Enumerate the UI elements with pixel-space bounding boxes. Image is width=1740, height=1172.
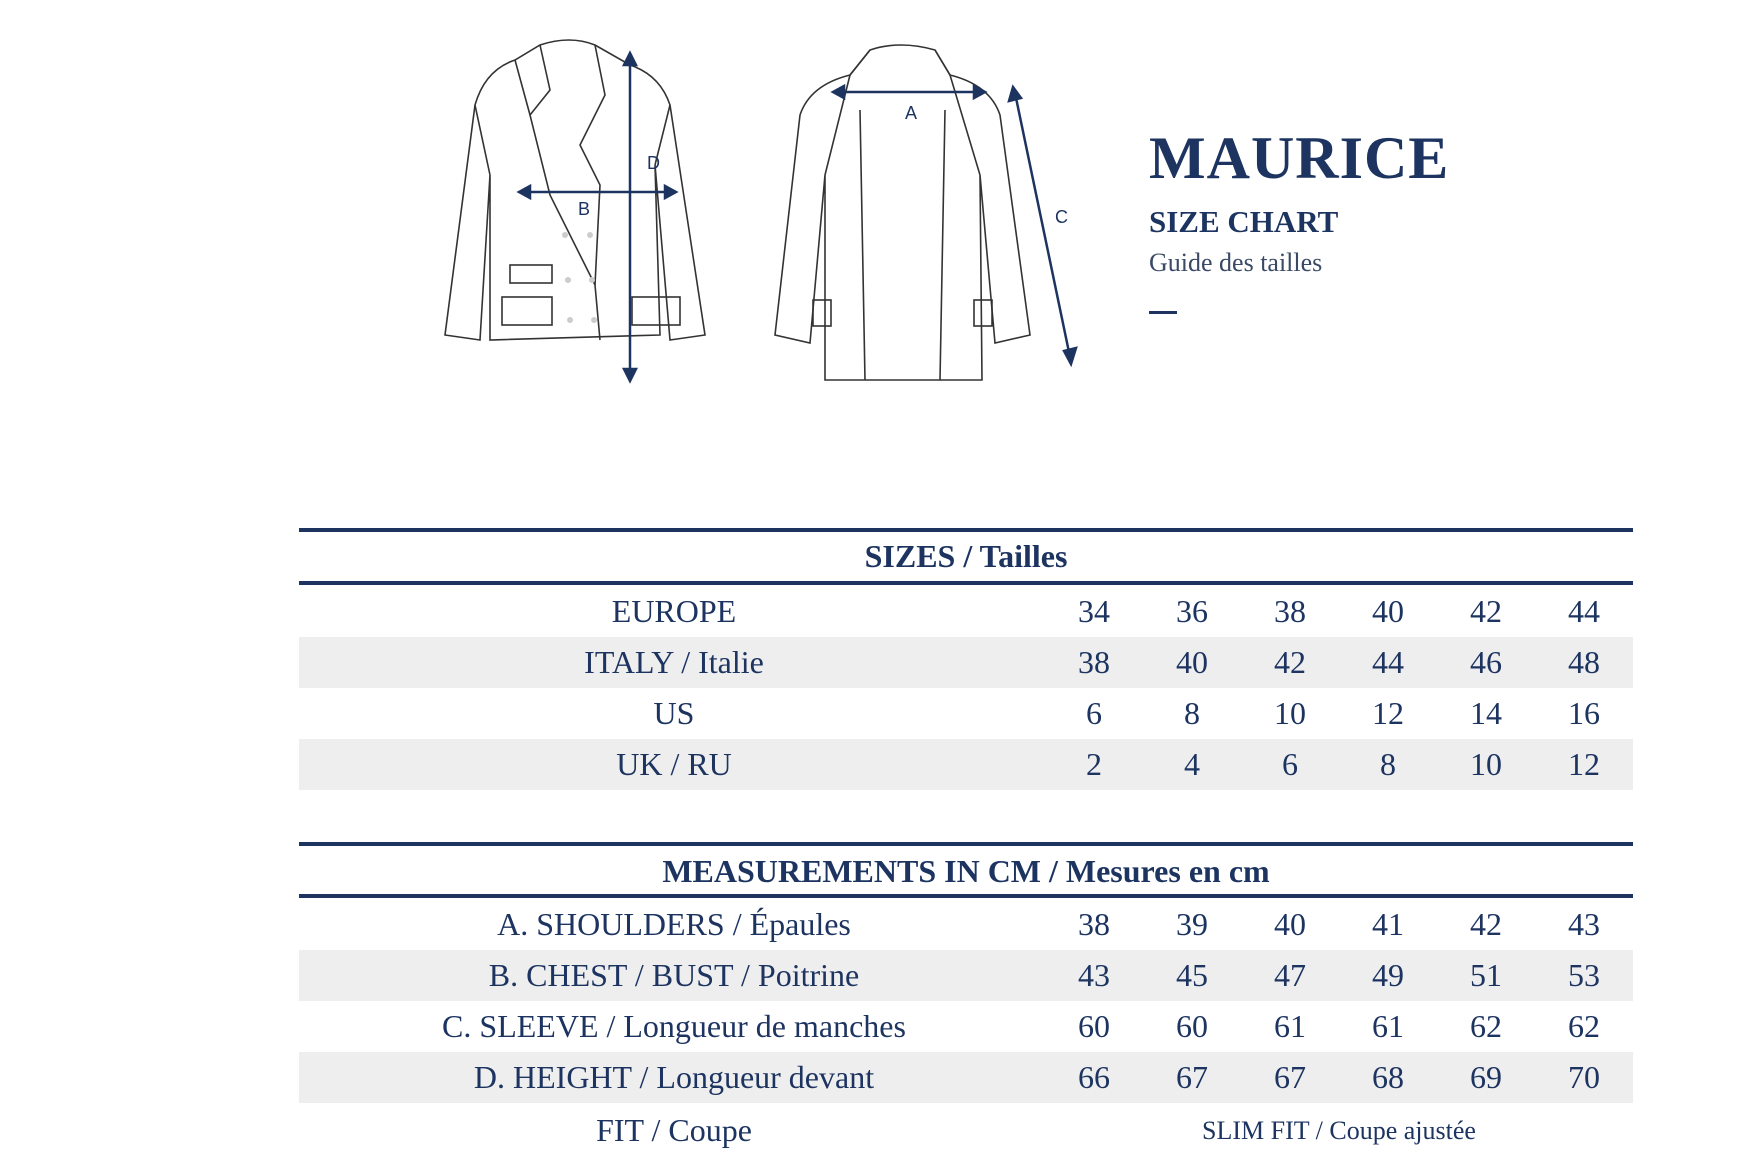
cell-value: 4 — [1184, 746, 1200, 782]
cell-value: 68 — [1372, 1059, 1404, 1095]
cell-value: 8 — [1184, 695, 1200, 731]
cell-value: 36 — [1176, 593, 1208, 629]
cell-value: 38 — [1078, 644, 1110, 680]
cell-value: 38 — [1274, 593, 1306, 629]
cell-value: 16 — [1568, 695, 1600, 731]
cell-value: 69 — [1470, 1059, 1502, 1095]
cell-value: 45 — [1176, 957, 1208, 993]
cell-value: 47 — [1274, 957, 1306, 993]
cell-value: 49 — [1372, 957, 1404, 993]
row-label: US — [653, 695, 695, 731]
cell-value: 6 — [1086, 695, 1102, 731]
cell-value: 14 — [1470, 695, 1502, 731]
cell-value: 2 — [1086, 746, 1102, 782]
table-row: C. SLEEVE / Longueur de manches 60 60 61 61 6… — [299, 1001, 1633, 1052]
row-label: FIT / Coupe — [596, 1112, 752, 1148]
cell-value: 42 — [1274, 644, 1306, 680]
cell-value: 60 — [1078, 1008, 1110, 1044]
cell-value: 10 — [1470, 746, 1502, 782]
table-row: UK / RU 2 4 6 8 10 12 — [299, 739, 1633, 790]
fit-value: SLIM FIT / Coupe ajustée — [1202, 1116, 1476, 1145]
label-b: B — [578, 199, 590, 219]
table-rule — [299, 894, 1633, 898]
divider — [1149, 311, 1177, 314]
row-label: C. SLEEVE / Longueur de manches — [442, 1008, 906, 1044]
cell-value: 53 — [1568, 957, 1600, 993]
label-c: C — [1055, 207, 1068, 227]
row-label: ITALY / Italie — [584, 644, 764, 680]
table-rule — [299, 842, 1633, 846]
cell-value: 40 — [1372, 593, 1404, 629]
cell-value: 70 — [1568, 1059, 1600, 1095]
size-chart-heading: SIZE CHART — [1149, 204, 1339, 239]
cell-value: 61 — [1372, 1008, 1404, 1044]
fit-row: FIT / Coupe SLIM FIT / Coupe ajustée — [299, 1105, 1633, 1156]
cell-value: 12 — [1568, 746, 1600, 782]
cell-value: 67 — [1176, 1059, 1208, 1095]
cell-value: 8 — [1380, 746, 1396, 782]
cell-value: 51 — [1470, 957, 1502, 993]
row-label: A. SHOULDERS / Épaules — [497, 906, 851, 942]
table-row: ITALY / Italie 38 40 42 44 46 48 — [299, 637, 1633, 688]
cell-value: 41 — [1372, 906, 1404, 942]
table-row: EUROPE 34 36 38 40 42 44 — [299, 586, 1633, 637]
cell-value: 38 — [1078, 906, 1110, 942]
cell-value: 40 — [1274, 906, 1306, 942]
jacket-buttons — [562, 232, 597, 323]
cell-value: 61 — [1274, 1008, 1306, 1044]
cell-value: 44 — [1568, 593, 1600, 629]
table-row: B. CHEST / BUST / Poitrine 43 45 47 49 51 53 — [299, 950, 1633, 1001]
cell-value: 66 — [1078, 1059, 1110, 1095]
row-label: UK / RU — [616, 746, 732, 782]
cell-value: 34 — [1078, 593, 1110, 629]
measurement-letters: A B C D — [578, 103, 1068, 227]
cell-value: 43 — [1568, 906, 1600, 942]
cell-value: 40 — [1176, 644, 1208, 680]
jacket-front-drawing — [444, 39, 706, 341]
row-label: B. CHEST / BUST / Poitrine — [488, 957, 860, 993]
sizes-heading: SIZES / Tailles — [864, 538, 1068, 574]
table-rule — [299, 581, 1633, 585]
row-label: D. HEIGHT / Longueur devant — [473, 1059, 875, 1095]
cell-value: 6 — [1282, 746, 1298, 782]
table-row: D. HEIGHT / Longueur devant 66 67 67 68 69 70 — [299, 1052, 1633, 1103]
cell-value: 43 — [1078, 957, 1110, 993]
product-title: MAURICE — [1149, 125, 1450, 191]
label-a: A — [905, 103, 917, 123]
table-rule — [299, 528, 1633, 532]
cell-value: 12 — [1372, 695, 1404, 731]
cell-value: 39 — [1176, 906, 1208, 942]
cell-value: 62 — [1568, 1008, 1600, 1044]
row-label: EUROPE — [611, 593, 737, 629]
cell-value: 10 — [1274, 695, 1306, 731]
cell-value: 67 — [1274, 1059, 1306, 1095]
table-row: A. SHOULDERS / Épaules 38 39 40 41 42 43 — [299, 899, 1633, 950]
cell-value: 46 — [1470, 644, 1502, 680]
table-row: US 6 8 10 12 14 16 — [299, 688, 1633, 739]
measurement-arrows — [516, 50, 1078, 384]
size-chart-subheading: Guide des tailles — [1149, 248, 1323, 277]
cell-value: 42 — [1470, 593, 1502, 629]
cell-value: 62 — [1470, 1008, 1502, 1044]
cell-value: 48 — [1568, 644, 1600, 680]
cell-value: 44 — [1372, 644, 1404, 680]
jacket-diagram: A B C D — [444, 39, 1078, 384]
measurements-heading: MEASUREMENTS IN CM / Mesures en cm — [662, 853, 1270, 889]
cell-value: 42 — [1470, 906, 1502, 942]
jacket-back-drawing — [774, 44, 1031, 381]
label-d: D — [647, 153, 660, 173]
cell-value: 60 — [1176, 1008, 1208, 1044]
